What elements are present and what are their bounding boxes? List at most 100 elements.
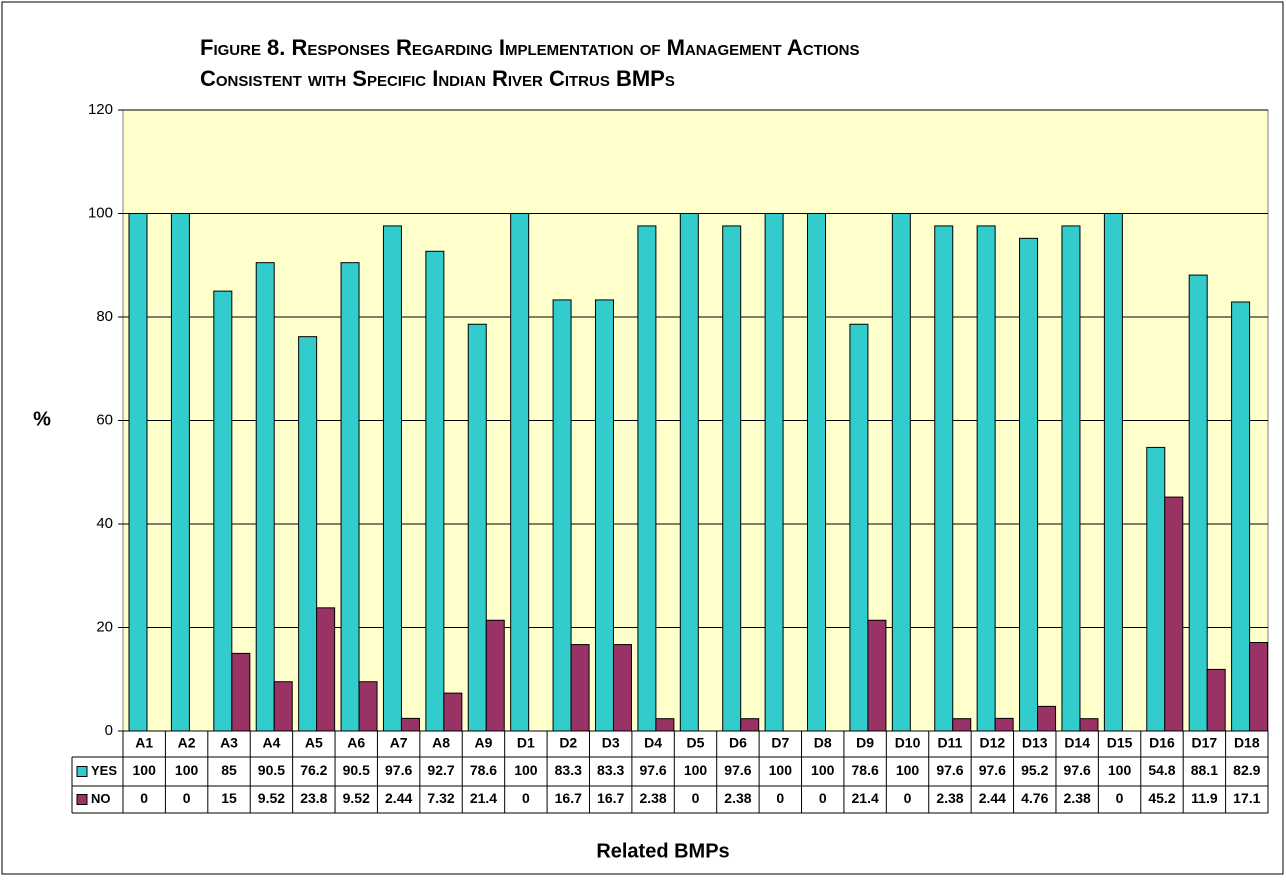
table-value: 0 xyxy=(522,790,530,806)
bar xyxy=(425,250,445,732)
table-value: 88.1 xyxy=(1191,762,1218,778)
x-tick-label: D16 xyxy=(1149,735,1175,751)
bar xyxy=(849,323,869,732)
table-value: 2.44 xyxy=(979,790,1006,806)
x-tick-label: D17 xyxy=(1192,735,1218,751)
table-value: 100 xyxy=(1108,762,1132,778)
table-value: 2.38 xyxy=(936,790,963,806)
chart-title: Figure 8. Responses Regarding Implementa… xyxy=(200,35,860,60)
bar xyxy=(1037,705,1057,732)
bar xyxy=(443,692,463,732)
x-tick-label: A5 xyxy=(305,735,323,751)
x-tick-label: D18 xyxy=(1234,735,1260,751)
x-tick-label: A8 xyxy=(432,735,450,751)
y-tick-label: 80 xyxy=(96,308,113,325)
table-value: 15 xyxy=(221,790,237,806)
x-tick-label: D2 xyxy=(559,735,577,751)
table-value: 0 xyxy=(183,790,191,806)
table-value: 92.7 xyxy=(427,762,454,778)
x-tick-label: D11 xyxy=(937,735,962,751)
x-tick-label: D6 xyxy=(729,735,747,751)
bar xyxy=(231,652,251,732)
x-tick-label: D13 xyxy=(1022,735,1048,751)
bar xyxy=(807,213,827,732)
y-tick-label: 120 xyxy=(88,101,113,118)
x-tick-label: D10 xyxy=(895,735,921,751)
table-value: 100 xyxy=(769,762,793,778)
bar xyxy=(740,718,760,732)
table-value: 90.5 xyxy=(343,762,370,778)
table-value: 9.52 xyxy=(258,790,285,806)
table-value: 83.3 xyxy=(597,762,624,778)
table-value: 17.1 xyxy=(1233,790,1260,806)
table-value: 16.7 xyxy=(597,790,624,806)
table-value: 83.3 xyxy=(555,762,582,778)
table-value: 97.6 xyxy=(1064,762,1091,778)
x-tick-label: A3 xyxy=(220,735,238,751)
x-tick-label: D3 xyxy=(602,735,620,751)
table-value: 11.9 xyxy=(1191,790,1218,806)
table-value: 54.8 xyxy=(1148,762,1175,778)
table-value: 97.6 xyxy=(639,762,666,778)
bar xyxy=(1103,213,1123,732)
x-tick-label: A9 xyxy=(475,735,493,751)
x-tick-label: D15 xyxy=(1107,735,1133,751)
x-tick-label: D14 xyxy=(1064,735,1090,751)
table-value: 7.32 xyxy=(427,790,454,806)
bar xyxy=(679,213,699,732)
table-value: 0 xyxy=(904,790,912,806)
bar xyxy=(467,323,487,732)
x-tick-label: D12 xyxy=(980,735,1006,751)
table-value: 21.4 xyxy=(470,790,497,806)
bar xyxy=(382,225,402,732)
legend-label: NO xyxy=(91,791,111,806)
table-value: 0 xyxy=(692,790,700,806)
y-tick-label: 40 xyxy=(96,515,113,532)
bar xyxy=(298,336,318,732)
table-value: 0 xyxy=(140,790,148,806)
bar xyxy=(1019,237,1039,732)
legend-key xyxy=(76,794,88,805)
table-value: 45.2 xyxy=(1148,790,1175,806)
table-value: 16.7 xyxy=(555,790,582,806)
table-value: 97.6 xyxy=(979,762,1006,778)
x-tick-label: A6 xyxy=(347,735,365,751)
table-value: 100 xyxy=(811,762,835,778)
bar xyxy=(213,290,233,732)
table-value: 97.6 xyxy=(385,762,412,778)
table-value: 100 xyxy=(133,762,157,778)
table-value: 78.6 xyxy=(470,762,497,778)
bar xyxy=(510,213,530,732)
x-axis-label: Related BMPs xyxy=(596,840,729,862)
table-value: 95.2 xyxy=(1021,762,1048,778)
bar xyxy=(552,299,572,732)
bar xyxy=(485,619,505,732)
table-value: 4.76 xyxy=(1021,790,1048,806)
table-value: 78.6 xyxy=(852,762,879,778)
y-tick-label: 20 xyxy=(96,618,113,635)
bar xyxy=(655,718,675,732)
table-value: 100 xyxy=(896,762,920,778)
chart-title: Consistent with Specific Indian River Ci… xyxy=(200,66,675,91)
table-value: 2.38 xyxy=(724,790,751,806)
x-tick-label: D5 xyxy=(687,735,705,751)
table-value: 97.6 xyxy=(724,762,751,778)
table-value: 21.4 xyxy=(852,790,879,806)
bar xyxy=(952,718,972,732)
bar xyxy=(1188,274,1208,732)
bar xyxy=(594,299,614,732)
legend-label: YES xyxy=(91,763,117,778)
table-value: 100 xyxy=(684,762,708,778)
bar xyxy=(764,213,784,732)
bar xyxy=(1164,496,1184,732)
table-value: 85 xyxy=(221,762,237,778)
bar xyxy=(722,225,742,732)
bar xyxy=(1206,668,1226,732)
bar xyxy=(994,717,1014,732)
bar xyxy=(1061,225,1081,732)
table-value: 0 xyxy=(819,790,827,806)
x-tick-label: D7 xyxy=(771,735,789,751)
bar xyxy=(570,644,590,732)
bar xyxy=(1079,718,1099,732)
